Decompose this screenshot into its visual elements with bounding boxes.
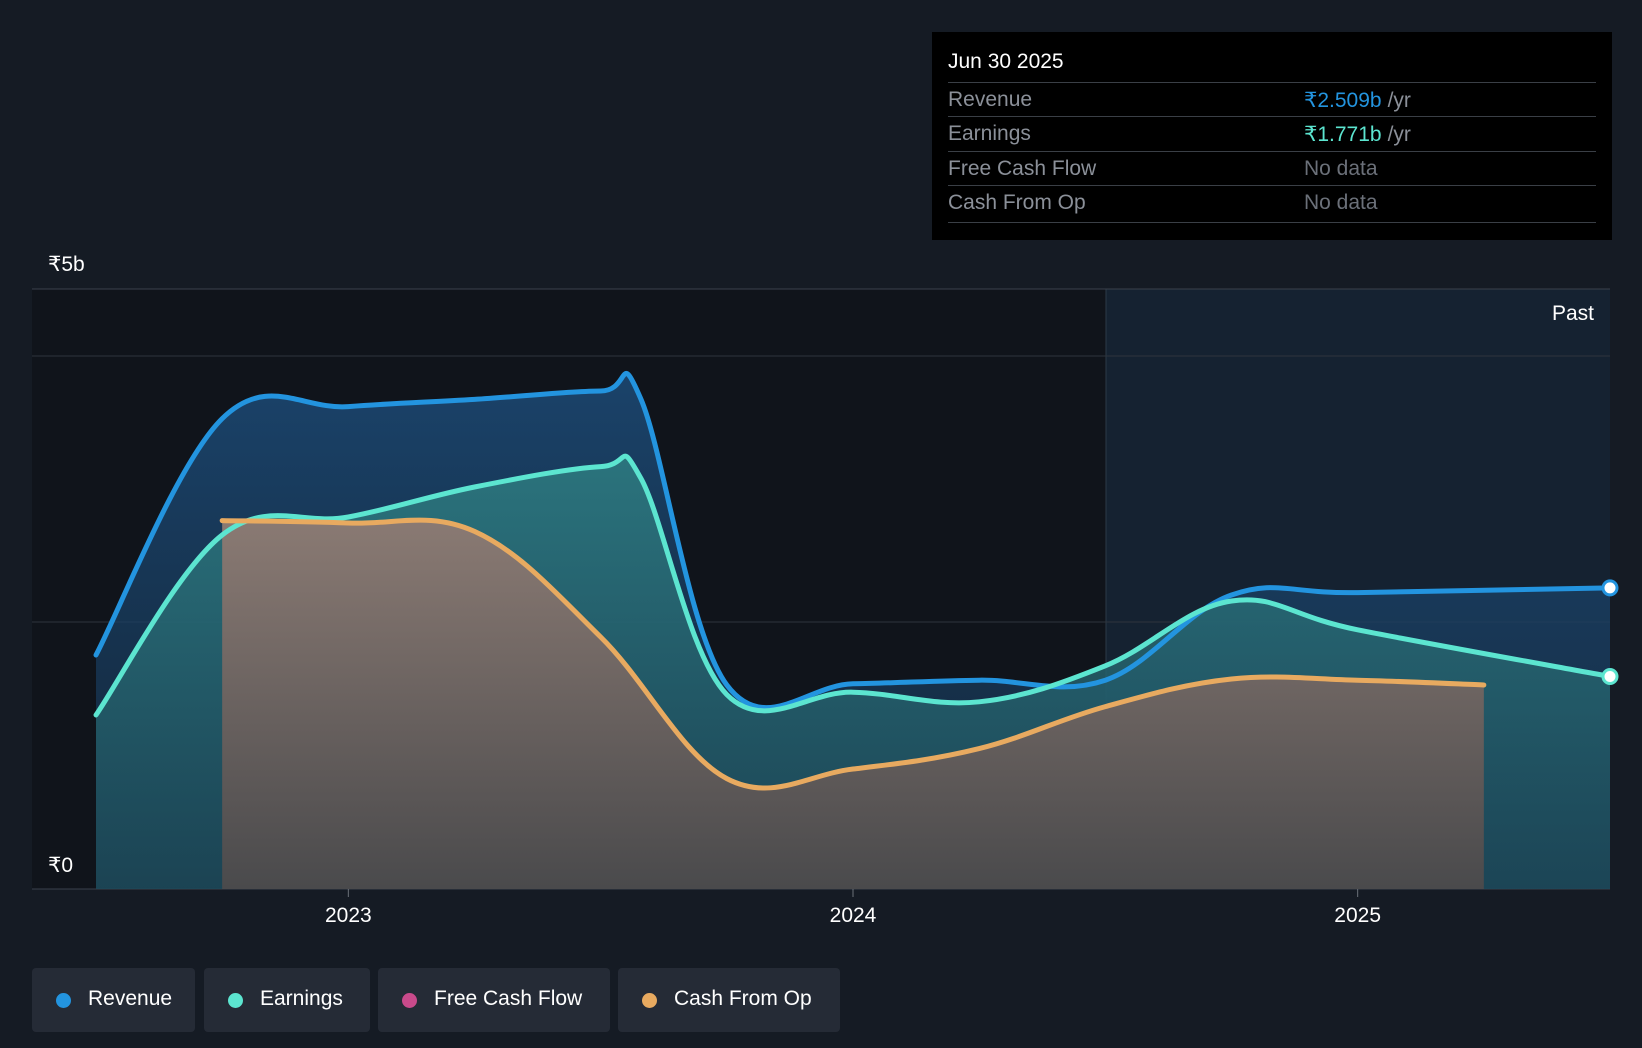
tooltip-value: ₹1.771b xyxy=(1304,123,1382,146)
endpoint-earnings xyxy=(1601,667,1619,685)
tooltip-row-revenue: Revenue ₹2.509b/yr xyxy=(948,82,1596,117)
endpoint-revenue xyxy=(1601,579,1619,597)
y-tick-label: ₹5b xyxy=(48,253,85,276)
legend-item-cash-from-op[interactable]: Cash From Op xyxy=(618,968,840,1032)
tooltip-label: Earnings xyxy=(948,122,1031,145)
tooltip-value: No data xyxy=(1304,157,1378,180)
area-cash-from-op xyxy=(222,520,1484,889)
x-tick-label: 2023 xyxy=(325,904,372,927)
tooltip-label: Cash From Op xyxy=(948,191,1086,214)
tooltip-unit: /yr xyxy=(1387,89,1411,112)
legend-label: Revenue xyxy=(88,987,173,1010)
legend-item-free-cash-flow[interactable]: Free Cash Flow xyxy=(378,968,610,1032)
tooltip: Jun 30 2025 Revenue ₹2.509b/yr Earnings … xyxy=(932,32,1612,240)
tooltip-row-free-cash-flow: Free Cash Flow No data xyxy=(948,151,1596,186)
tooltip-date: Jun 30 2025 xyxy=(948,50,1064,73)
legend-label: Earnings xyxy=(260,987,343,1010)
legend-item-earnings[interactable]: Earnings xyxy=(204,968,370,1032)
legend-dot-icon xyxy=(642,993,657,1008)
line-cash-from-op xyxy=(219,517,1487,791)
tooltip-label: Revenue xyxy=(948,88,1033,111)
tooltip-value-wrap: ₹2.509b/yr xyxy=(1304,88,1411,113)
x-tick-label: 2025 xyxy=(1334,904,1381,927)
tooltip-unit: /yr xyxy=(1387,123,1411,146)
legend-label: Free Cash Flow xyxy=(434,987,583,1010)
tooltip-value-wrap: No data xyxy=(1304,191,1384,215)
legend-label: Cash From Op xyxy=(674,987,812,1010)
line-earnings xyxy=(93,453,1613,718)
tooltip-value-wrap: ₹1.771b/yr xyxy=(1304,122,1411,147)
tooltip-divider xyxy=(948,222,1596,223)
tooltip-row-cash-from-op: Cash From Op No data xyxy=(948,185,1596,220)
tooltip-value: No data xyxy=(1304,191,1378,214)
legend-item-revenue[interactable]: Revenue xyxy=(32,968,195,1032)
legend-dot-icon xyxy=(228,993,243,1008)
tooltip-label: Free Cash Flow xyxy=(948,157,1097,180)
past-label: Past xyxy=(1552,302,1594,325)
tooltip-value: ₹2.509b xyxy=(1304,89,1382,112)
x-tick-label: 2024 xyxy=(830,904,877,927)
legend-dot-icon xyxy=(56,993,71,1008)
legend-dot-icon xyxy=(402,993,417,1008)
y-tick-label: ₹0 xyxy=(48,854,73,877)
line-revenue xyxy=(93,371,1613,711)
tooltip-row-earnings: Earnings ₹1.771b/yr xyxy=(948,116,1596,151)
tooltip-value-wrap: No data xyxy=(1304,157,1384,181)
